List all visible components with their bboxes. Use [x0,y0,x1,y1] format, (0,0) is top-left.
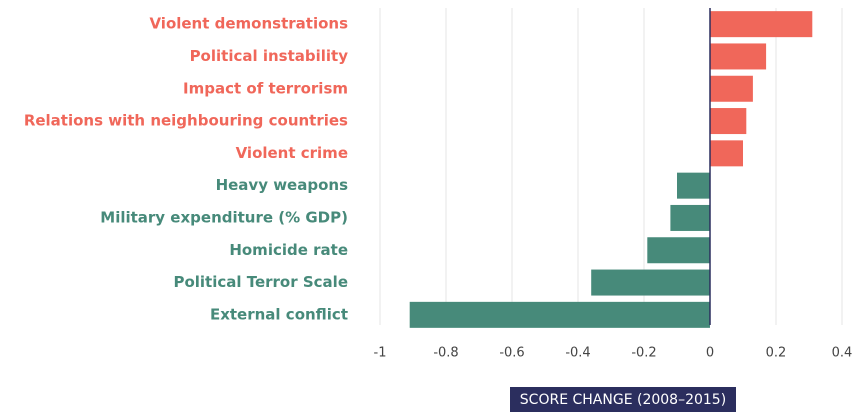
bar [647,237,710,264]
bar [591,269,710,296]
x-tick-label: 0.4 [832,346,853,361]
category-label: Homicide rate [229,241,348,259]
bar [710,75,753,102]
category-label: Violent crime [236,144,348,162]
x-tick-label: -0.4 [565,346,590,361]
bar [710,108,747,135]
x-tick-label: -0.2 [631,346,656,361]
category-label: Impact of terrorism [183,79,348,97]
category-label: Political Terror Scale [173,273,348,291]
bar [710,140,743,167]
x-tick-label: -0.8 [433,346,458,361]
bar [409,301,710,328]
axis-label-box [510,387,736,412]
bar [710,11,813,38]
x-tick-label: -0.6 [499,346,524,361]
x-tick-label: 0 [706,346,714,361]
bar [710,43,767,70]
x-tick-label: 0.2 [766,346,787,361]
x-tick-label: -1 [374,346,387,361]
category-label: Heavy weapons [216,176,349,194]
bar [670,204,710,231]
category-label: Relations with neighbouring countries [24,112,348,130]
bar [677,172,710,199]
category-label: Violent demonstrations [149,15,348,33]
x-axis-label: SCORE CHANGE (2008–2015) [520,392,726,408]
category-label: Political instability [190,47,349,65]
category-label: External conflict [210,305,348,323]
category-label: Military expenditure (% GDP) [100,208,348,226]
